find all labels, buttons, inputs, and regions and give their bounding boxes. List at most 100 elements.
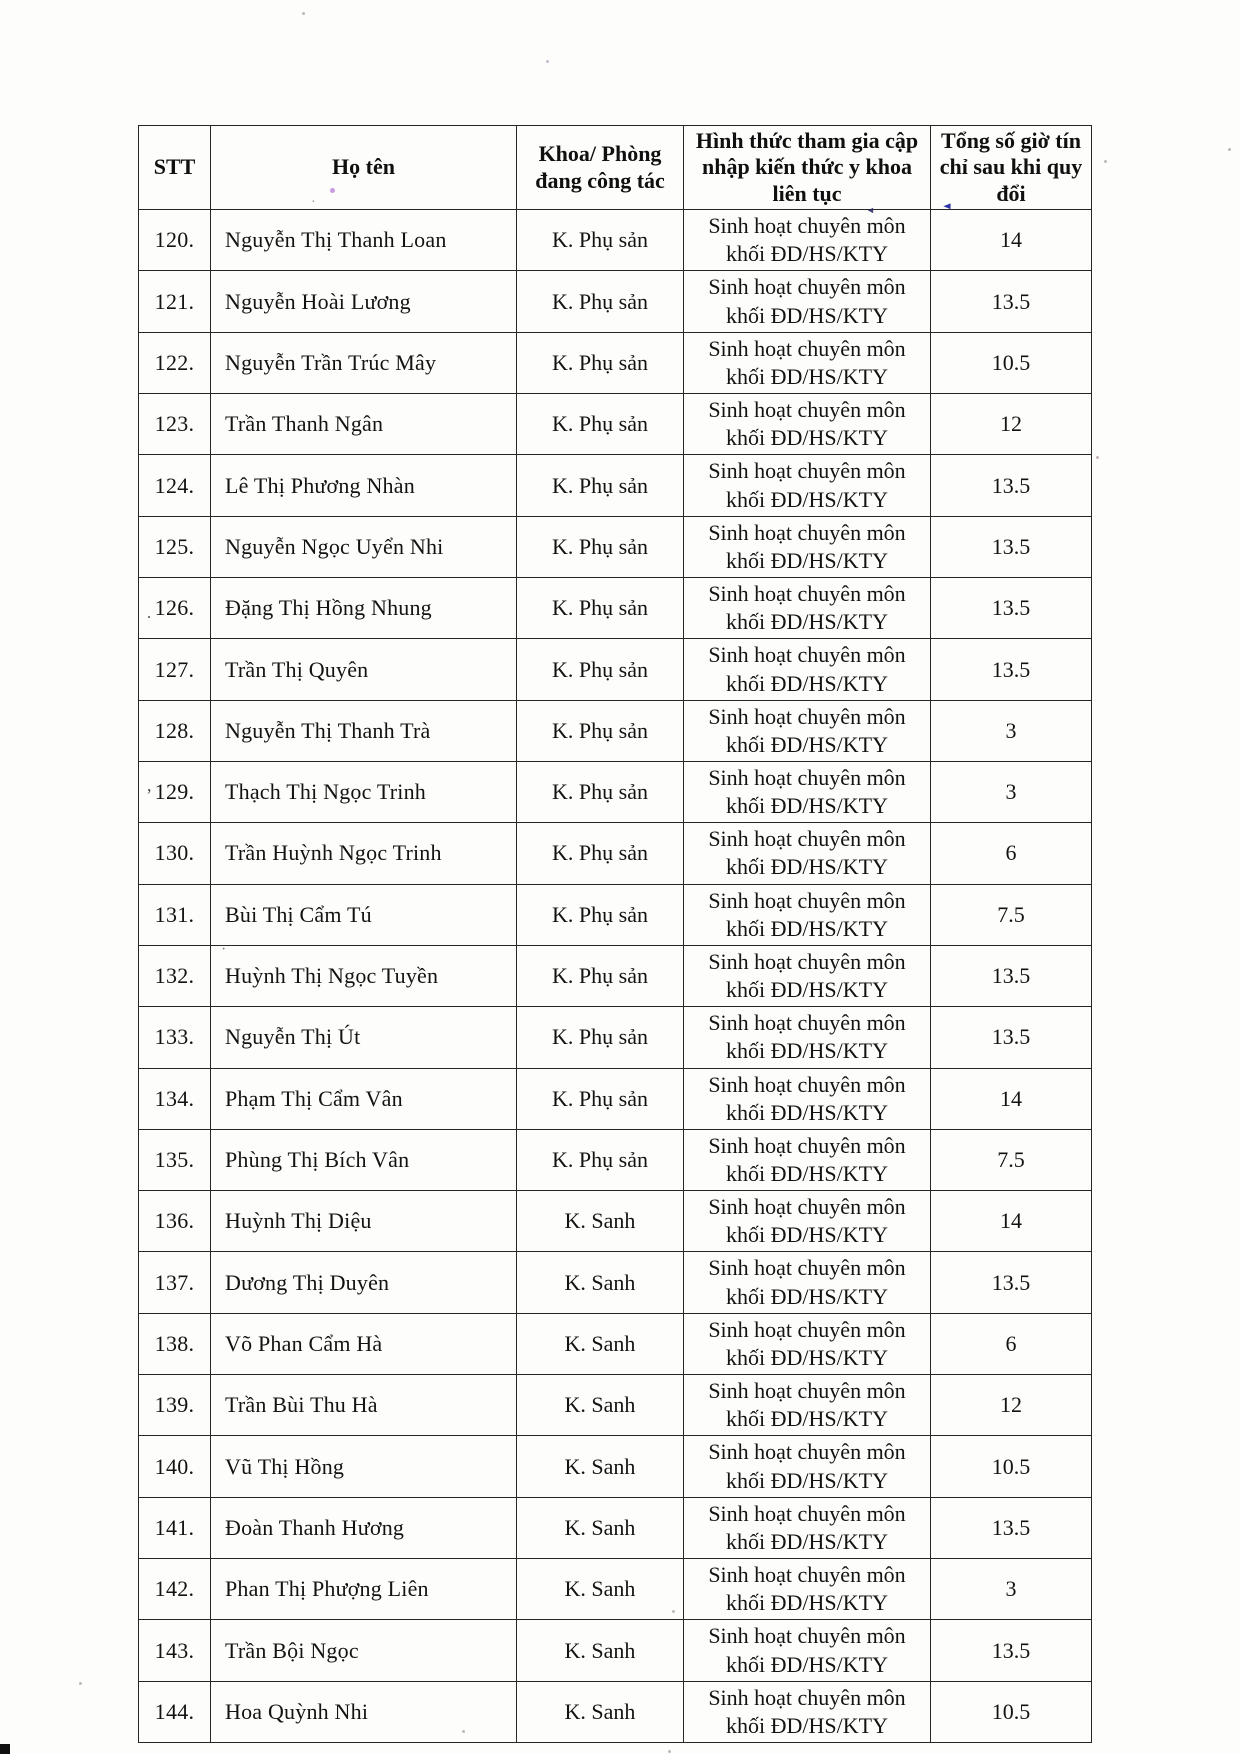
cell-stt: 142. xyxy=(138,1558,211,1621)
cell-department: K. Phụ sản xyxy=(516,1006,684,1069)
cell-stt: 120. xyxy=(138,209,211,272)
table-row: 134. Phạm Thị Cẩm Vân K. Phụ sản Sinh ho… xyxy=(138,1067,1092,1130)
cell-credit-hours: 6 xyxy=(930,822,1092,885)
table-row: 138. Võ Phan Cẩm Hà K. Sanh Sinh hoạt ch… xyxy=(138,1312,1092,1376)
cell-name: Phạm Thị Cẩm Vân xyxy=(210,1067,517,1130)
scan-speck xyxy=(668,1750,671,1753)
cell-participation: Sinh hoạt chuyên môn khối ĐD/HS/KTY xyxy=(683,638,931,701)
cell-credit-hours: 13.5 xyxy=(930,270,1092,333)
cell-department: K. Phụ sản xyxy=(516,393,684,456)
table-body: 120. Nguyễn Thị Thanh Loan K. Phụ sản Si… xyxy=(138,209,1092,1743)
cell-participation: Sinh hoạt chuyên môn khối ĐD/HS/KTY xyxy=(683,1312,931,1376)
cell-department: K. Phụ sản xyxy=(516,515,684,579)
cell-name: Nguyễn Thị Út xyxy=(210,1006,517,1069)
cell-participation: Sinh hoạt chuyên môn khối ĐD/HS/KTY xyxy=(683,1251,931,1314)
cell-credit-hours: 13.5 xyxy=(930,577,1092,640)
cell-credit-hours: 10.5 xyxy=(930,331,1092,395)
cell-stt: 128. xyxy=(138,699,211,762)
cell-stt: 137. xyxy=(138,1251,211,1314)
cell-credit-hours: 13.5 xyxy=(930,1006,1092,1069)
cell-name: Võ Phan Cẩm Hà xyxy=(210,1312,517,1376)
scan-artifact-dot: · xyxy=(311,195,316,210)
cell-participation: Sinh hoạt chuyên môn khối ĐD/HS/KTY xyxy=(683,944,931,1008)
table-row: 133. Nguyễn Thị Út K. Phụ sản Sinh hoạt … xyxy=(138,1006,1092,1069)
cell-credit-hours: 3 xyxy=(930,760,1092,824)
cell-credit-hours: 12 xyxy=(930,393,1092,456)
table-row: 131. Bùi Thị Cẩm Tú K. Phụ sản Sinh hoạt… xyxy=(138,883,1092,946)
cell-department: K. Sanh xyxy=(516,1190,684,1253)
cell-name: Bùi Thị Cẩm Tú xyxy=(210,883,517,946)
cell-department: K. Phụ sản xyxy=(516,454,684,517)
cell-department: K. Phụ sản xyxy=(516,883,684,946)
cell-participation: Sinh hoạt chuyên môn khối ĐD/HS/KTY xyxy=(683,1374,931,1437)
cell-stt: 130. xyxy=(138,822,211,885)
cell-department: K. Sanh xyxy=(516,1312,684,1376)
cell-department: K. Phụ sản xyxy=(516,1128,684,1192)
table-row: 129. Thạch Thị Ngọc Trinh K. Phụ sản Sin… xyxy=(138,760,1092,824)
table-row: 141. Đoàn Thanh Hương K. Sanh Sinh hoạt … xyxy=(138,1496,1092,1560)
cell-stt: 132. xyxy=(138,944,211,1008)
cell-participation: Sinh hoạt chuyên môn khối ĐD/HS/KTY xyxy=(683,822,931,885)
corner-scan-mark xyxy=(0,1744,10,1754)
table-row: 127. Trần Thị Quyên K. Phụ sản Sinh hoạt… xyxy=(138,638,1092,701)
cell-participation: Sinh hoạt chuyên môn khối ĐD/HS/KTY xyxy=(683,270,931,333)
cell-credit-hours: 14 xyxy=(930,1190,1092,1253)
cell-department: K. Phụ sản xyxy=(516,577,684,640)
cell-name: Nguyễn Trần Trúc Mây xyxy=(210,331,517,395)
cell-participation: Sinh hoạt chuyên môn khối ĐD/HS/KTY xyxy=(683,1006,931,1069)
table-row: 121. Nguyễn Hoài Lương K. Phụ sản Sinh h… xyxy=(138,270,1092,333)
cell-credit-hours: 3 xyxy=(930,1558,1092,1621)
table-row: 143. Trần Bội Ngọc K. Sanh Sinh hoạt chu… xyxy=(138,1619,1092,1682)
scan-speck xyxy=(462,1730,465,1733)
cell-credit-hours: 13.5 xyxy=(930,638,1092,701)
cell-department: K. Sanh xyxy=(516,1251,684,1314)
cell-department: K. Sanh xyxy=(516,1374,684,1437)
table-row: 139. Trần Bùi Thu Hà K. Sanh Sinh hoạt c… xyxy=(138,1374,1092,1437)
scan-speck xyxy=(302,12,305,15)
scan-speck xyxy=(1104,160,1107,163)
cell-participation: Sinh hoạt chuyên môn khối ĐD/HS/KTY xyxy=(683,331,931,395)
cell-credit-hours: 13.5 xyxy=(930,1251,1092,1314)
scan-speck xyxy=(546,60,549,63)
cell-credit-hours: 10.5 xyxy=(930,1435,1092,1498)
cell-department: K. Phụ sản xyxy=(516,822,684,885)
cell-name: Nguyễn Ngọc Uyển Nhi xyxy=(210,515,517,579)
cell-credit-hours: 13.5 xyxy=(930,454,1092,517)
cell-name: Nguyễn Thị Thanh Loan xyxy=(210,209,517,272)
cell-participation: Sinh hoạt chuyên môn khối ĐD/HS/KTY xyxy=(683,1067,931,1130)
header-cell-credit-hours: Tổng số giờ tín chỉ sau khi quy đổi xyxy=(930,124,1092,211)
table-row: 142. Phan Thị Phượng Liên K. Sanh Sinh h… xyxy=(138,1558,1092,1621)
cell-name: Huỳnh Thị Diệu xyxy=(210,1190,517,1253)
cell-name: Nguyễn Thị Thanh Trà xyxy=(210,699,517,762)
cell-name: Trần Bùi Thu Hà xyxy=(210,1374,517,1437)
scan-artifact-kty-mark: ◄ xyxy=(866,205,875,215)
cell-name: Nguyễn Hoài Lương xyxy=(210,270,517,333)
cell-credit-hours: 12 xyxy=(930,1374,1092,1437)
scan-artifact-dot: · xyxy=(146,607,152,627)
cell-department: K. Phụ sản xyxy=(516,760,684,824)
cell-department: K. Phụ sản xyxy=(516,331,684,395)
cell-department: K. Phụ sản xyxy=(516,209,684,272)
table-header-row: STT Họ tên Khoa/ Phòng đang công tác Hìn… xyxy=(138,124,1092,211)
cell-stt: 144. xyxy=(138,1680,211,1743)
cell-participation: Sinh hoạt chuyên môn khối ĐD/HS/KTY xyxy=(683,699,931,762)
cell-name: Phùng Thị Bích Vân xyxy=(210,1128,517,1192)
table-row: 126. Đặng Thị Hồng Nhung K. Phụ sản Sinh… xyxy=(138,577,1092,640)
cell-name: Lê Thị Phương Nhàn xyxy=(210,454,517,517)
scan-speck xyxy=(672,1610,675,1613)
cell-credit-hours: 13.5 xyxy=(930,1619,1092,1682)
cell-stt: 127. xyxy=(138,638,211,701)
cell-name: Huỳnh Thị Ngọc Tuyền xyxy=(210,944,517,1008)
cell-credit-hours: 13.5 xyxy=(930,944,1092,1008)
cell-stt: 139. xyxy=(138,1374,211,1437)
cell-participation: Sinh hoạt chuyên môn khối ĐD/HS/KTY xyxy=(683,1128,931,1192)
header-cell-participation: Hình thức tham gia cập nhập kiến thức y … xyxy=(683,124,931,211)
cell-participation: Sinh hoạt chuyên môn khối ĐD/HS/KTY xyxy=(683,1435,931,1498)
cell-name: Thạch Thị Ngọc Trinh xyxy=(210,760,517,824)
cell-stt: 140. xyxy=(138,1435,211,1498)
cell-stt: 133. xyxy=(138,1006,211,1069)
table-row: 128. Nguyễn Thị Thanh Trà K. Phụ sản Sin… xyxy=(138,699,1092,762)
cell-participation: Sinh hoạt chuyên môn khối ĐD/HS/KTY xyxy=(683,1558,931,1621)
table-row: 123. Trần Thanh Ngân K. Phụ sản Sinh hoạ… xyxy=(138,393,1092,456)
